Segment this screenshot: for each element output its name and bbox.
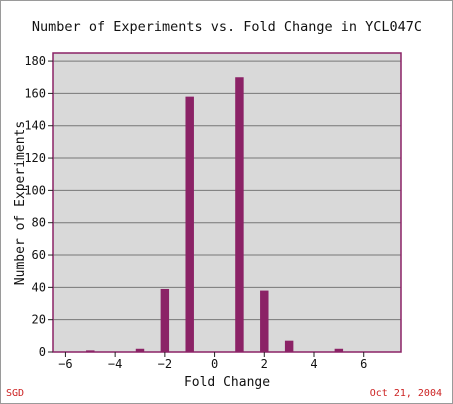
y-tick-label: 20 [32, 313, 46, 327]
x-tick-label: −2 [158, 357, 172, 371]
x-tick-label: −4 [108, 357, 122, 371]
bar [185, 96, 194, 352]
y-tick-label: 0 [39, 345, 46, 359]
chart-title: Number of Experiments vs. Fold Change in… [32, 19, 422, 35]
axis-ticks: 0 20 40 60 80 100 120 140 160 180 −6 −4 −2 0 2 4 6 [24, 54, 367, 371]
y-tick-label: 80 [32, 216, 46, 230]
x-axis-label: Fold Change [184, 375, 270, 390]
grid-lines [53, 60, 401, 321]
bar-series [86, 77, 344, 353]
source-label: SGD [6, 388, 25, 399]
y-tick-label: 60 [32, 248, 46, 262]
y-tick-label: 140 [24, 119, 46, 133]
plot-area [53, 53, 401, 352]
bar [284, 340, 294, 352]
bar [135, 348, 145, 352]
bar [160, 288, 170, 352]
x-tick-label: 2 [261, 357, 268, 371]
plot-border [52, 52, 402, 353]
y-tick-label: 180 [24, 54, 46, 68]
y-tick-label: 100 [24, 183, 46, 197]
bar [86, 350, 95, 352]
x-tick-label: 0 [211, 357, 218, 371]
y-tick-label: 160 [24, 86, 46, 100]
x-tick-label: 4 [310, 357, 317, 371]
bar [260, 290, 269, 352]
x-tick-label: 6 [360, 357, 367, 371]
bar [235, 77, 244, 353]
x-tick-label: −6 [58, 357, 72, 371]
y-axis-label: Number of Experiments [13, 121, 28, 285]
y-tick-label: 120 [24, 151, 46, 165]
bar [334, 348, 344, 352]
y-tick-label: 40 [32, 280, 46, 294]
date-label: Oct 21, 2004 [369, 388, 442, 399]
